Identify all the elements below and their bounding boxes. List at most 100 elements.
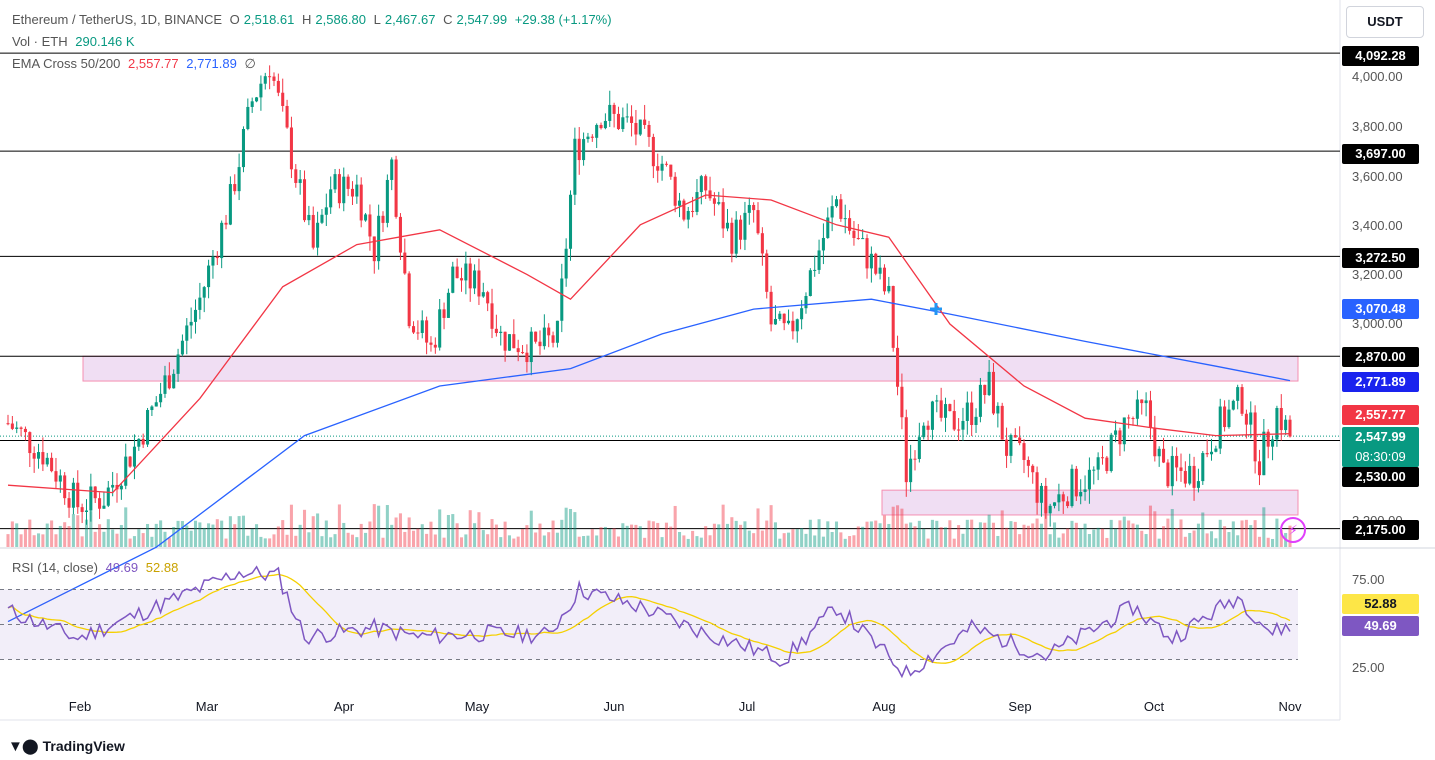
candle-body <box>246 106 250 130</box>
candle-body <box>1096 457 1100 470</box>
volume-bar <box>159 520 163 547</box>
level-label-2175[interactable]: 2,175.00 <box>1342 520 1419 540</box>
volume-bar <box>433 534 437 547</box>
volume-bar <box>900 508 904 547</box>
axis-tick-3000: 3,000.00 <box>1352 316 1403 331</box>
candle-body <box>180 340 184 355</box>
candle-body <box>1109 434 1113 471</box>
volume-bar <box>1266 537 1270 547</box>
candle-body <box>734 219 738 254</box>
candle-body <box>800 308 804 320</box>
volume-bar <box>874 520 878 547</box>
volume-bar <box>734 520 738 547</box>
lightning-icon[interactable]: ⚡ <box>1280 517 1306 543</box>
volume-bar <box>1118 520 1122 547</box>
level-label-2870[interactable]: 2,870.00 <box>1342 347 1419 367</box>
vol-label[interactable]: Vol · ETH <box>12 34 68 49</box>
ema-label[interactable]: EMA Cross 50/200 <box>12 56 121 71</box>
volume-bar <box>638 526 642 547</box>
level-label-2530[interactable]: 2,530.00 <box>1342 467 1419 487</box>
volume-bar <box>917 520 921 547</box>
volume-bar <box>555 532 559 547</box>
volume-bar <box>106 519 110 547</box>
axis-tick-3200: 3,200.00 <box>1352 267 1403 282</box>
candle-body <box>1105 457 1109 471</box>
month-label-aug: Aug <box>872 699 896 714</box>
candle-body <box>1223 406 1227 428</box>
candle-body <box>403 252 407 274</box>
candle-body <box>1153 427 1157 457</box>
candle-body <box>830 206 834 218</box>
candle-body <box>909 458 913 483</box>
volume-bar <box>276 526 280 547</box>
tradingview-brand[interactable]: ▼⬤ TradingView <box>8 737 125 755</box>
candle-body <box>76 482 80 508</box>
candle-body <box>634 122 638 135</box>
volume-bar <box>19 534 23 547</box>
volume-bar <box>281 520 285 547</box>
candle-body <box>494 328 498 334</box>
volume-bar <box>1127 520 1131 547</box>
volume-bar <box>952 538 956 547</box>
candle-body <box>773 318 777 325</box>
volume-bar <box>58 525 62 547</box>
candle-body <box>1279 407 1283 431</box>
volume-bar <box>202 527 206 547</box>
volume-bar <box>124 507 128 547</box>
candle-body <box>869 253 873 269</box>
candle-body <box>512 334 516 349</box>
candle-body <box>32 453 36 459</box>
volume-bar <box>111 529 115 547</box>
candle-body <box>119 485 123 490</box>
candle-body <box>1035 472 1039 503</box>
candle-body <box>84 510 89 512</box>
volume-bar <box>486 534 490 547</box>
rsi-label[interactable]: RSI (14, close) <box>12 560 98 575</box>
candle-body <box>1013 435 1017 438</box>
candle-body <box>913 458 917 460</box>
volume-bar <box>1214 538 1218 547</box>
candle-body <box>547 327 551 336</box>
level-label-4092[interactable]: 4,092.28 <box>1342 46 1419 66</box>
volume-bar <box>54 534 58 547</box>
candle-body <box>616 113 621 130</box>
volume-bar <box>704 526 708 547</box>
candle-body <box>407 273 411 327</box>
symbol-title[interactable]: Ethereum / TetherUS, 1D, BINANCE <box>12 12 223 27</box>
volume-bar <box>464 534 468 547</box>
candle-body <box>294 169 298 183</box>
candle-body <box>71 482 75 508</box>
level-label-3697[interactable]: 3,697.00 <box>1342 144 1419 164</box>
candle-body <box>150 406 154 411</box>
candle-body <box>350 188 355 197</box>
volume-bar <box>586 535 590 547</box>
candle-body <box>307 214 311 221</box>
candle-body <box>1236 387 1240 401</box>
currency-selector[interactable]: USDT <box>1346 6 1424 38</box>
candle-body <box>1209 451 1214 455</box>
candle-body <box>54 471 58 482</box>
volume-bar <box>891 506 895 547</box>
volume-bar <box>36 533 41 547</box>
candle-body <box>1009 435 1013 456</box>
axis-tick-3800: 3,800.00 <box>1352 119 1403 134</box>
level-label-3272[interactable]: 3,272.50 <box>1342 248 1419 268</box>
volume-bar <box>1166 518 1170 547</box>
volume-bar <box>1026 525 1030 547</box>
candle-body <box>1118 430 1122 445</box>
volume-bar <box>285 534 289 547</box>
candle-body <box>507 334 511 351</box>
volume-bar <box>839 532 843 547</box>
volume-bar <box>573 512 577 547</box>
volume-bar <box>760 530 764 547</box>
candle-body <box>333 174 337 190</box>
volume-bar <box>224 538 228 547</box>
volume-bar <box>115 533 119 547</box>
candle-body <box>15 427 19 429</box>
rsi-tick-25: 25.00 <box>1352 660 1385 675</box>
tradingview-logo-icon: ▼⬤ <box>8 738 39 755</box>
volume-bar <box>132 536 136 547</box>
last-price-label: 2,547.99 08:30:09 <box>1342 427 1419 467</box>
ema50-line <box>7 194 1291 494</box>
volume-bar <box>691 530 695 547</box>
